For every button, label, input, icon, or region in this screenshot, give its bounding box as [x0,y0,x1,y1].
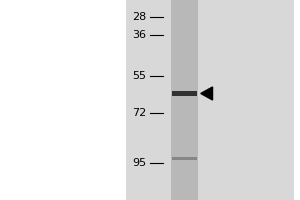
Bar [171,0,198,200]
Text: 28: 28 [132,12,146,22]
Bar [172,91,197,96]
Text: 55: 55 [132,71,146,81]
Bar [172,157,197,160]
Polygon shape [201,87,212,100]
Text: 36: 36 [132,30,146,40]
Text: 72: 72 [132,108,146,118]
Text: 95: 95 [132,158,146,168]
